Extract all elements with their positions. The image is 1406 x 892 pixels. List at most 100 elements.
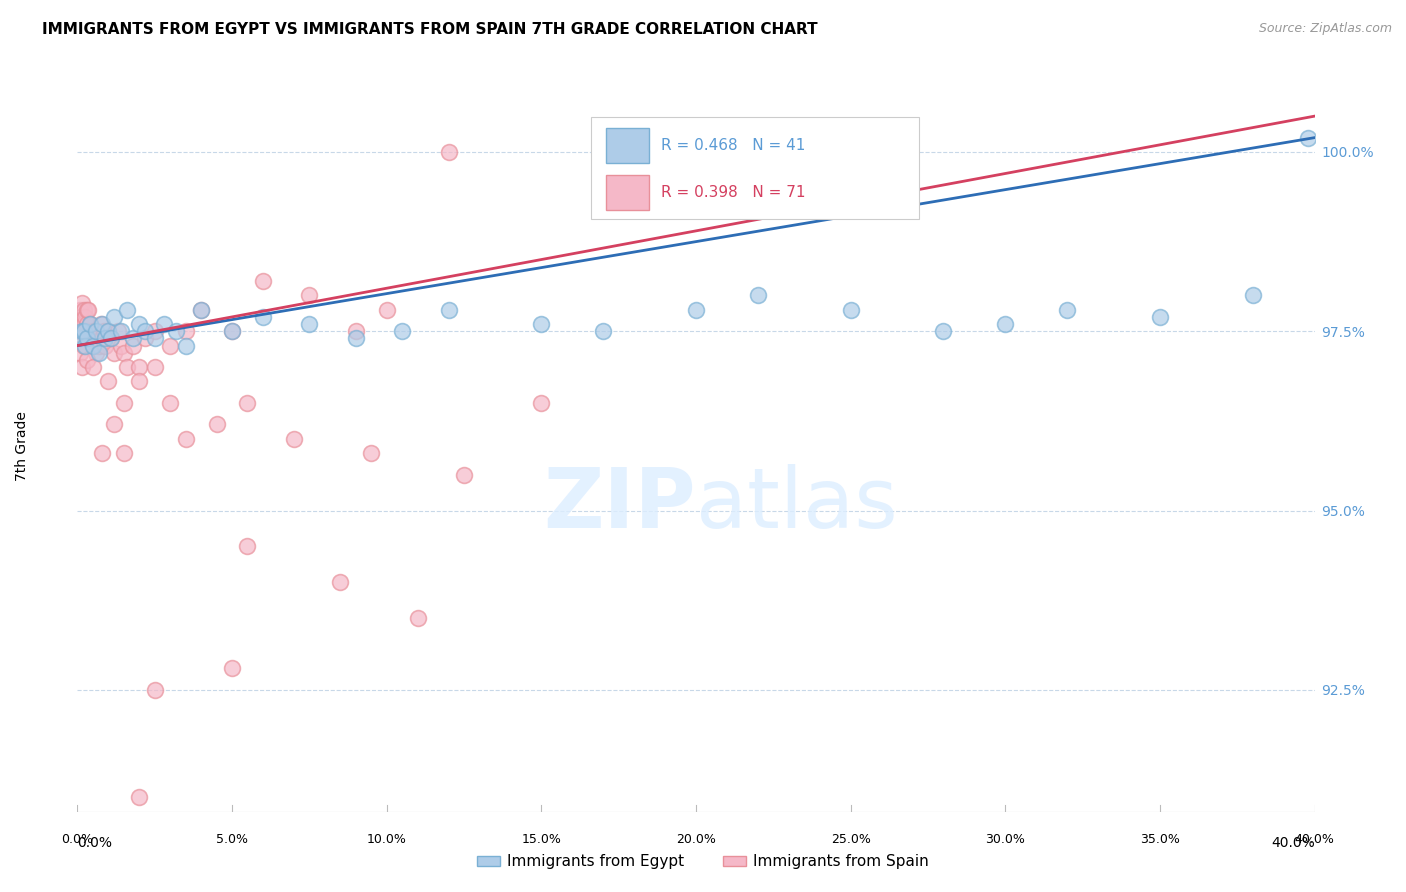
Point xyxy=(72,324,94,338)
FancyBboxPatch shape xyxy=(606,128,650,163)
Point xyxy=(298,317,321,331)
Point xyxy=(252,310,274,324)
Point xyxy=(437,302,460,317)
Point xyxy=(112,396,135,410)
Point xyxy=(69,331,91,345)
Point xyxy=(592,324,614,338)
Point xyxy=(530,317,553,331)
Point xyxy=(72,338,94,352)
Point xyxy=(69,345,91,359)
Point xyxy=(100,331,122,345)
Point xyxy=(128,360,150,375)
Text: R = 0.468   N = 41: R = 0.468 N = 41 xyxy=(661,138,806,153)
Point xyxy=(75,310,96,324)
FancyBboxPatch shape xyxy=(591,117,918,219)
Point xyxy=(122,338,145,352)
Point xyxy=(70,324,93,338)
Point xyxy=(80,331,103,345)
Point xyxy=(115,360,138,375)
Legend: Immigrants from Egypt, Immigrants from Spain: Immigrants from Egypt, Immigrants from S… xyxy=(471,848,935,875)
Point xyxy=(69,317,91,331)
Point xyxy=(87,338,110,352)
Point xyxy=(1298,130,1320,145)
Text: 15.0%: 15.0% xyxy=(522,833,561,847)
Point xyxy=(165,324,187,338)
Point xyxy=(91,446,114,460)
Point xyxy=(134,331,156,345)
Point xyxy=(143,324,166,338)
Point xyxy=(72,324,94,338)
Point xyxy=(103,417,125,432)
Point xyxy=(87,345,110,359)
Point xyxy=(75,324,97,338)
Point xyxy=(86,331,108,345)
Point xyxy=(91,317,114,331)
Point xyxy=(221,661,243,675)
Point xyxy=(70,295,93,310)
Text: ZIP: ZIP xyxy=(544,464,696,545)
Text: 40.0%: 40.0% xyxy=(1295,833,1334,847)
Point xyxy=(1149,310,1171,324)
Point xyxy=(128,790,150,805)
Point xyxy=(82,338,104,352)
Point xyxy=(252,274,274,288)
Text: R = 0.398   N = 71: R = 0.398 N = 71 xyxy=(661,186,806,201)
Point xyxy=(97,375,120,389)
Text: Source: ZipAtlas.com: Source: ZipAtlas.com xyxy=(1258,22,1392,36)
Point xyxy=(97,324,120,338)
Point xyxy=(375,302,398,317)
Point xyxy=(221,324,243,338)
Point xyxy=(344,331,367,345)
Point xyxy=(122,331,145,345)
Point xyxy=(103,345,125,359)
Text: 5.0%: 5.0% xyxy=(217,833,247,847)
Point xyxy=(67,324,90,338)
Point xyxy=(110,324,132,338)
Point xyxy=(79,317,101,331)
Point xyxy=(94,338,117,352)
Point xyxy=(453,467,475,482)
Point xyxy=(747,288,769,302)
Point xyxy=(83,324,105,338)
Point xyxy=(70,360,93,375)
Point xyxy=(205,417,228,432)
Point xyxy=(530,396,553,410)
Point xyxy=(236,540,259,554)
Point xyxy=(76,353,98,368)
Text: 0.0%: 0.0% xyxy=(62,833,93,847)
Point xyxy=(360,446,382,460)
Point xyxy=(82,360,104,375)
Point xyxy=(134,324,156,338)
Point xyxy=(69,302,91,317)
Point xyxy=(84,345,107,359)
Point xyxy=(93,324,115,338)
Point xyxy=(75,338,96,352)
Point xyxy=(174,432,197,446)
Point xyxy=(77,324,100,338)
Text: 40.0%: 40.0% xyxy=(1271,836,1315,850)
Point xyxy=(685,302,707,317)
Text: 20.0%: 20.0% xyxy=(676,833,716,847)
Point xyxy=(103,310,125,324)
Point xyxy=(128,317,150,331)
Point xyxy=(221,324,243,338)
Point xyxy=(76,317,98,331)
Point xyxy=(1056,302,1078,317)
Point xyxy=(91,331,114,345)
Point xyxy=(94,331,117,345)
Point xyxy=(84,324,107,338)
Point xyxy=(344,324,367,338)
Point xyxy=(406,611,429,625)
Point xyxy=(190,302,212,317)
Point xyxy=(283,432,305,446)
Point xyxy=(159,338,181,352)
FancyBboxPatch shape xyxy=(606,176,650,211)
Point xyxy=(994,317,1017,331)
Point xyxy=(159,396,181,410)
Point xyxy=(112,446,135,460)
Point xyxy=(82,338,104,352)
Point xyxy=(76,331,98,345)
Point xyxy=(298,288,321,302)
Point xyxy=(143,331,166,345)
Point xyxy=(174,338,197,352)
